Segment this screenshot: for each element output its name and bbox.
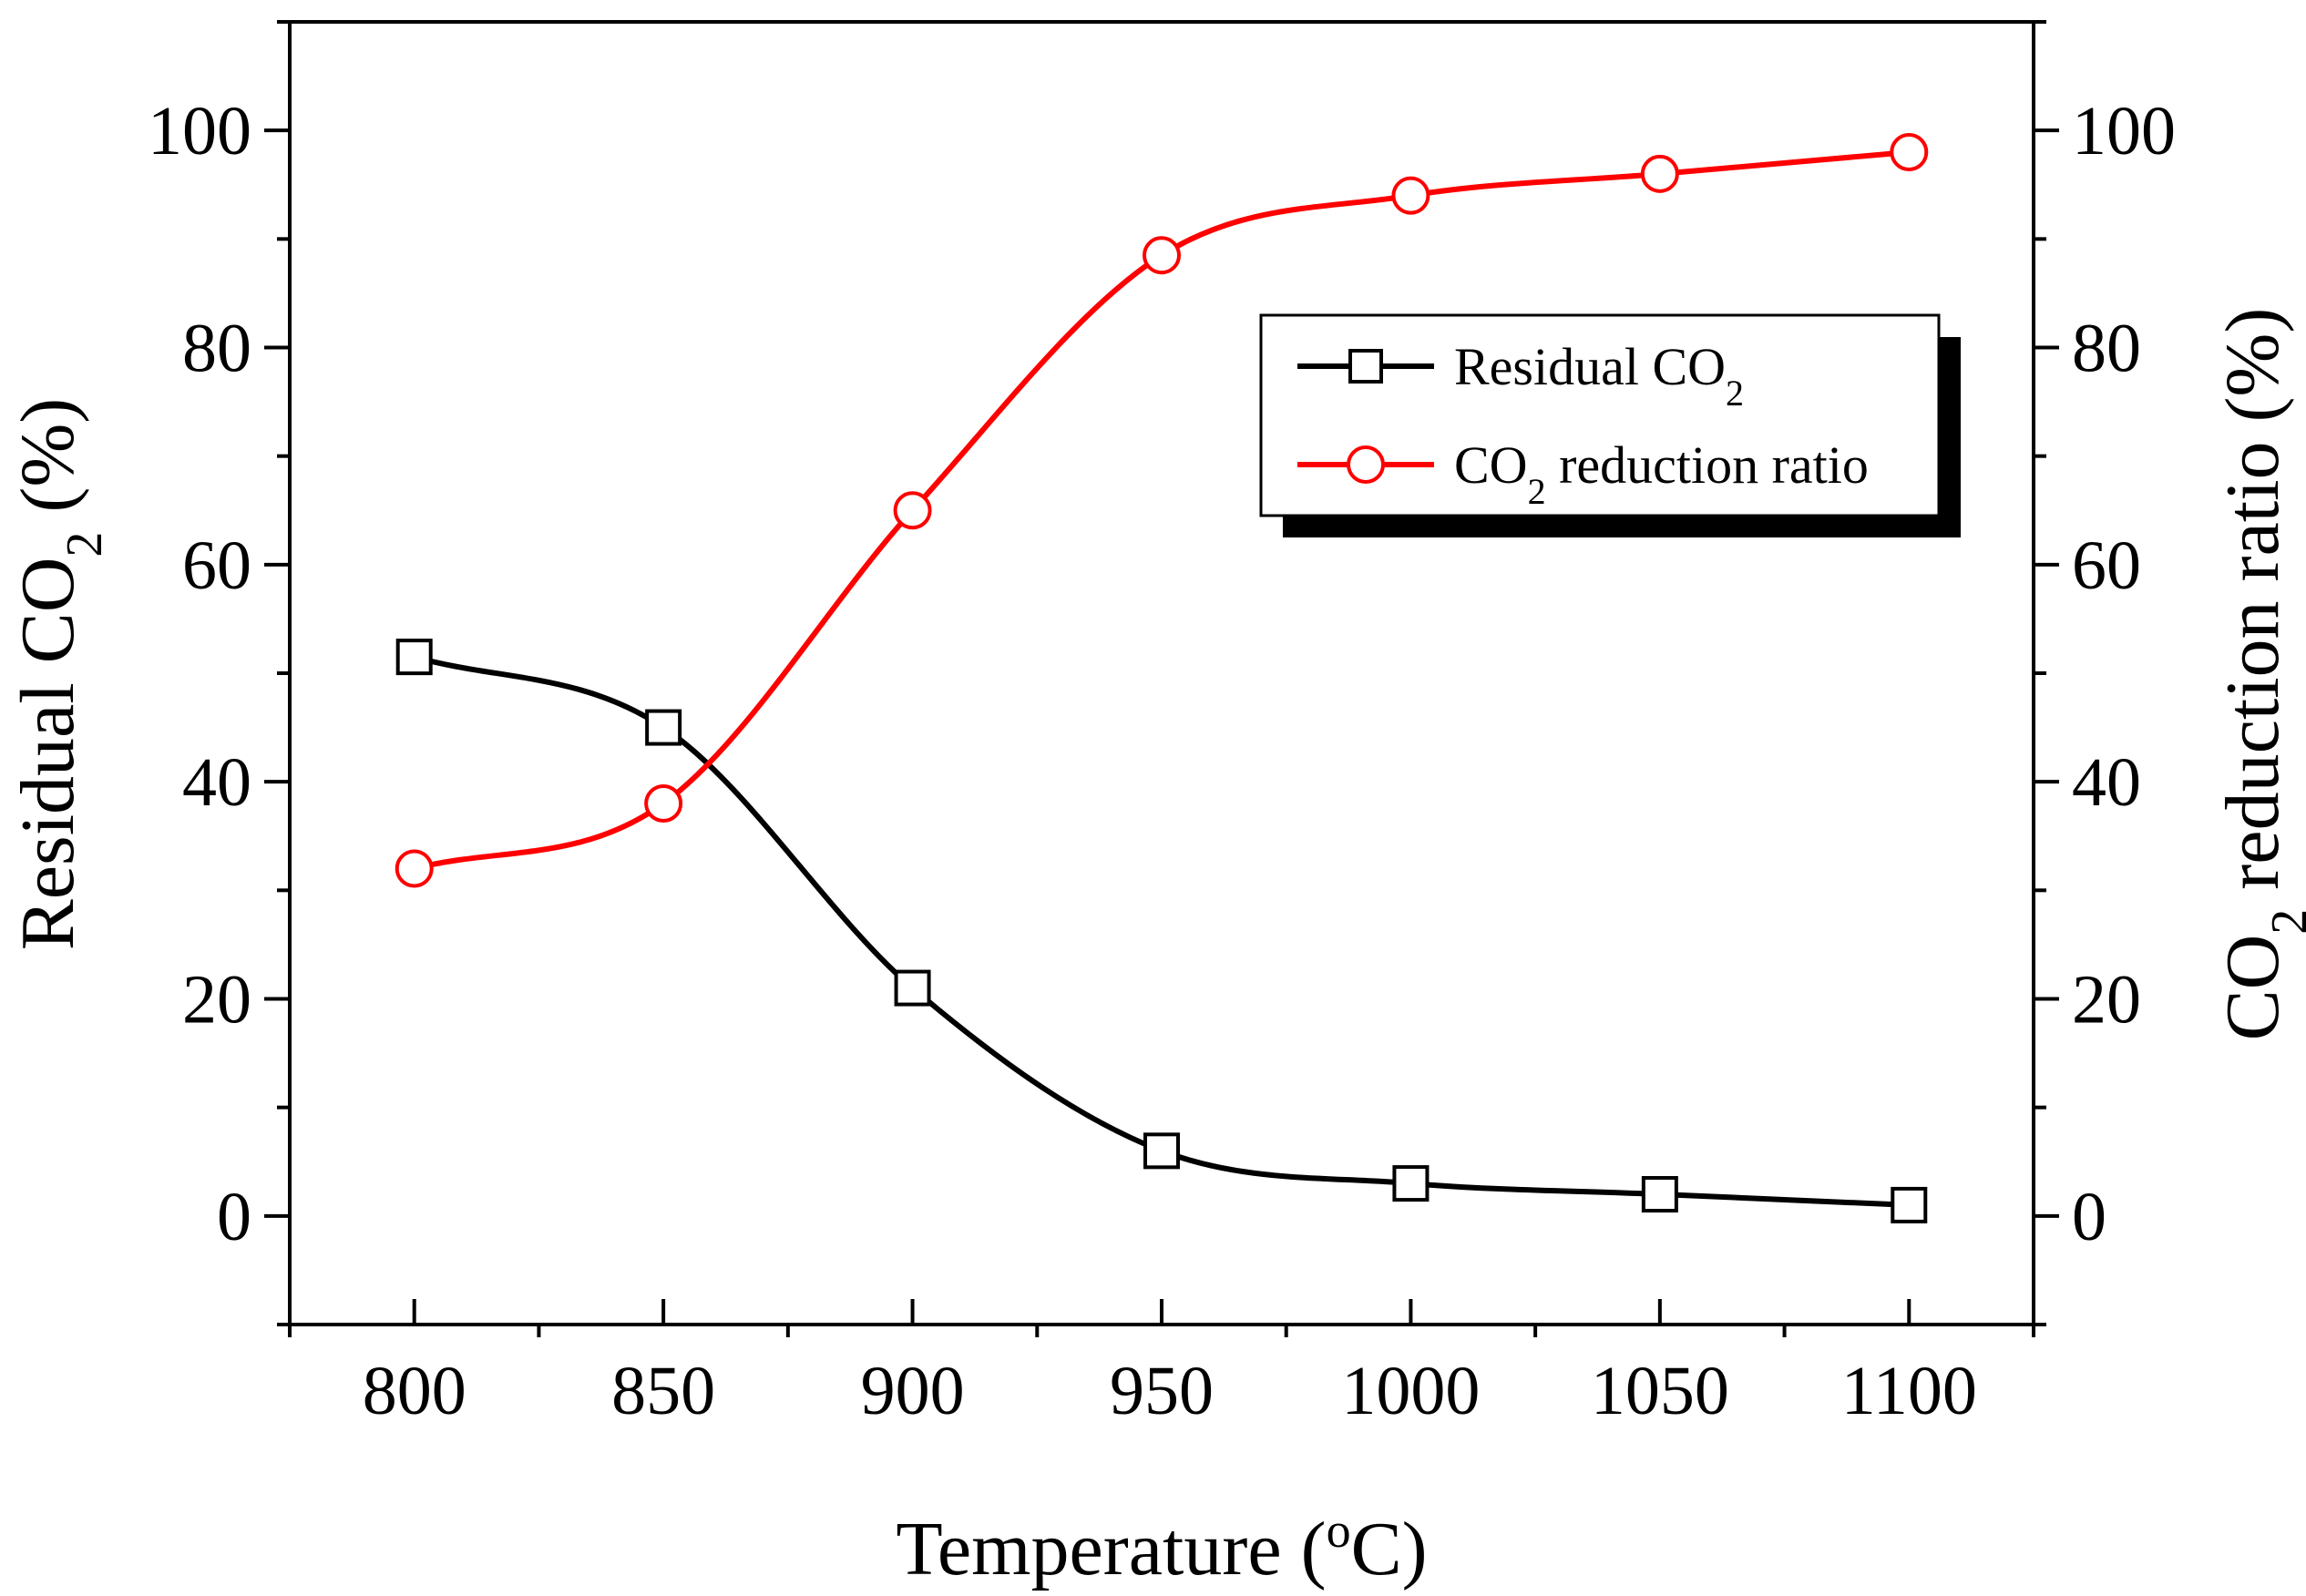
y-axis-title-left: Residual CO2 (%): [5, 398, 113, 951]
y-tick-label-right: 100: [2072, 93, 2176, 169]
x-tick-label: 1050: [1591, 1353, 1729, 1429]
data-point-residual: [395, 639, 433, 676]
legend-label-residual: Residual CO2: [1454, 337, 1744, 414]
data-point-reduction: [1640, 154, 1679, 193]
legend: Residual CO2 CO2 reduction ratio: [1259, 313, 1961, 537]
y-tick-label-right: 40: [2072, 744, 2141, 821]
x-tick-label: 900: [861, 1353, 965, 1429]
data-point-reduction: [1391, 176, 1430, 215]
data-point-residual: [645, 709, 682, 746]
data-point-residual: [1143, 1132, 1180, 1170]
y-tick-label-left: 40: [182, 744, 251, 821]
y-tick-label-left: 20: [182, 962, 251, 1038]
y-tick-label-left: 100: [148, 93, 251, 169]
legend-marker-circle: [1347, 445, 1385, 484]
legend-label-reduction: CO2 reduction ratio: [1454, 435, 1869, 512]
series-line-residual: [413, 654, 1910, 1208]
data-point-reduction: [1143, 236, 1181, 275]
data-point-reduction: [644, 784, 683, 823]
data-point-reduction: [1890, 133, 1929, 171]
data-point-reduction: [893, 491, 932, 530]
data-point-reduction: [395, 849, 434, 888]
y-tick-label-left: 0: [217, 1179, 251, 1255]
x-tick-label: 800: [363, 1353, 466, 1429]
plot-frame: [288, 20, 2035, 1326]
y-tick-label-right: 0: [2072, 1179, 2106, 1255]
y-tick-label-right: 80: [2072, 311, 2141, 387]
data-point-residual: [1641, 1176, 1678, 1212]
ticks: 800 850 900 950 1000 1050 11000204060801000204…: [148, 20, 2176, 1429]
data-point-residual: [894, 969, 931, 1007]
x-axis-title: Temperature (oC): [896, 1503, 1427, 1591]
y-tick-label-left: 60: [182, 527, 251, 604]
data-point-residual: [1392, 1165, 1430, 1202]
y-tick-label-right: 60: [2072, 527, 2141, 604]
y-tick-label-right: 20: [2072, 962, 2141, 1038]
y-axis-title-right: CO2 reduction ratio (%): [2210, 308, 2306, 1041]
x-tick-label: 1100: [1841, 1353, 1977, 1429]
x-tick-label: 1000: [1341, 1353, 1480, 1429]
legend-box: [1259, 313, 1941, 517]
series-layer: [395, 133, 1929, 1223]
data-point-residual: [1891, 1186, 1928, 1223]
x-tick-label: 850: [611, 1353, 715, 1429]
y-tick-label-left: 80: [182, 311, 251, 387]
x-tick-label: 950: [1110, 1353, 1214, 1429]
legend-marker-square: [1348, 349, 1383, 384]
